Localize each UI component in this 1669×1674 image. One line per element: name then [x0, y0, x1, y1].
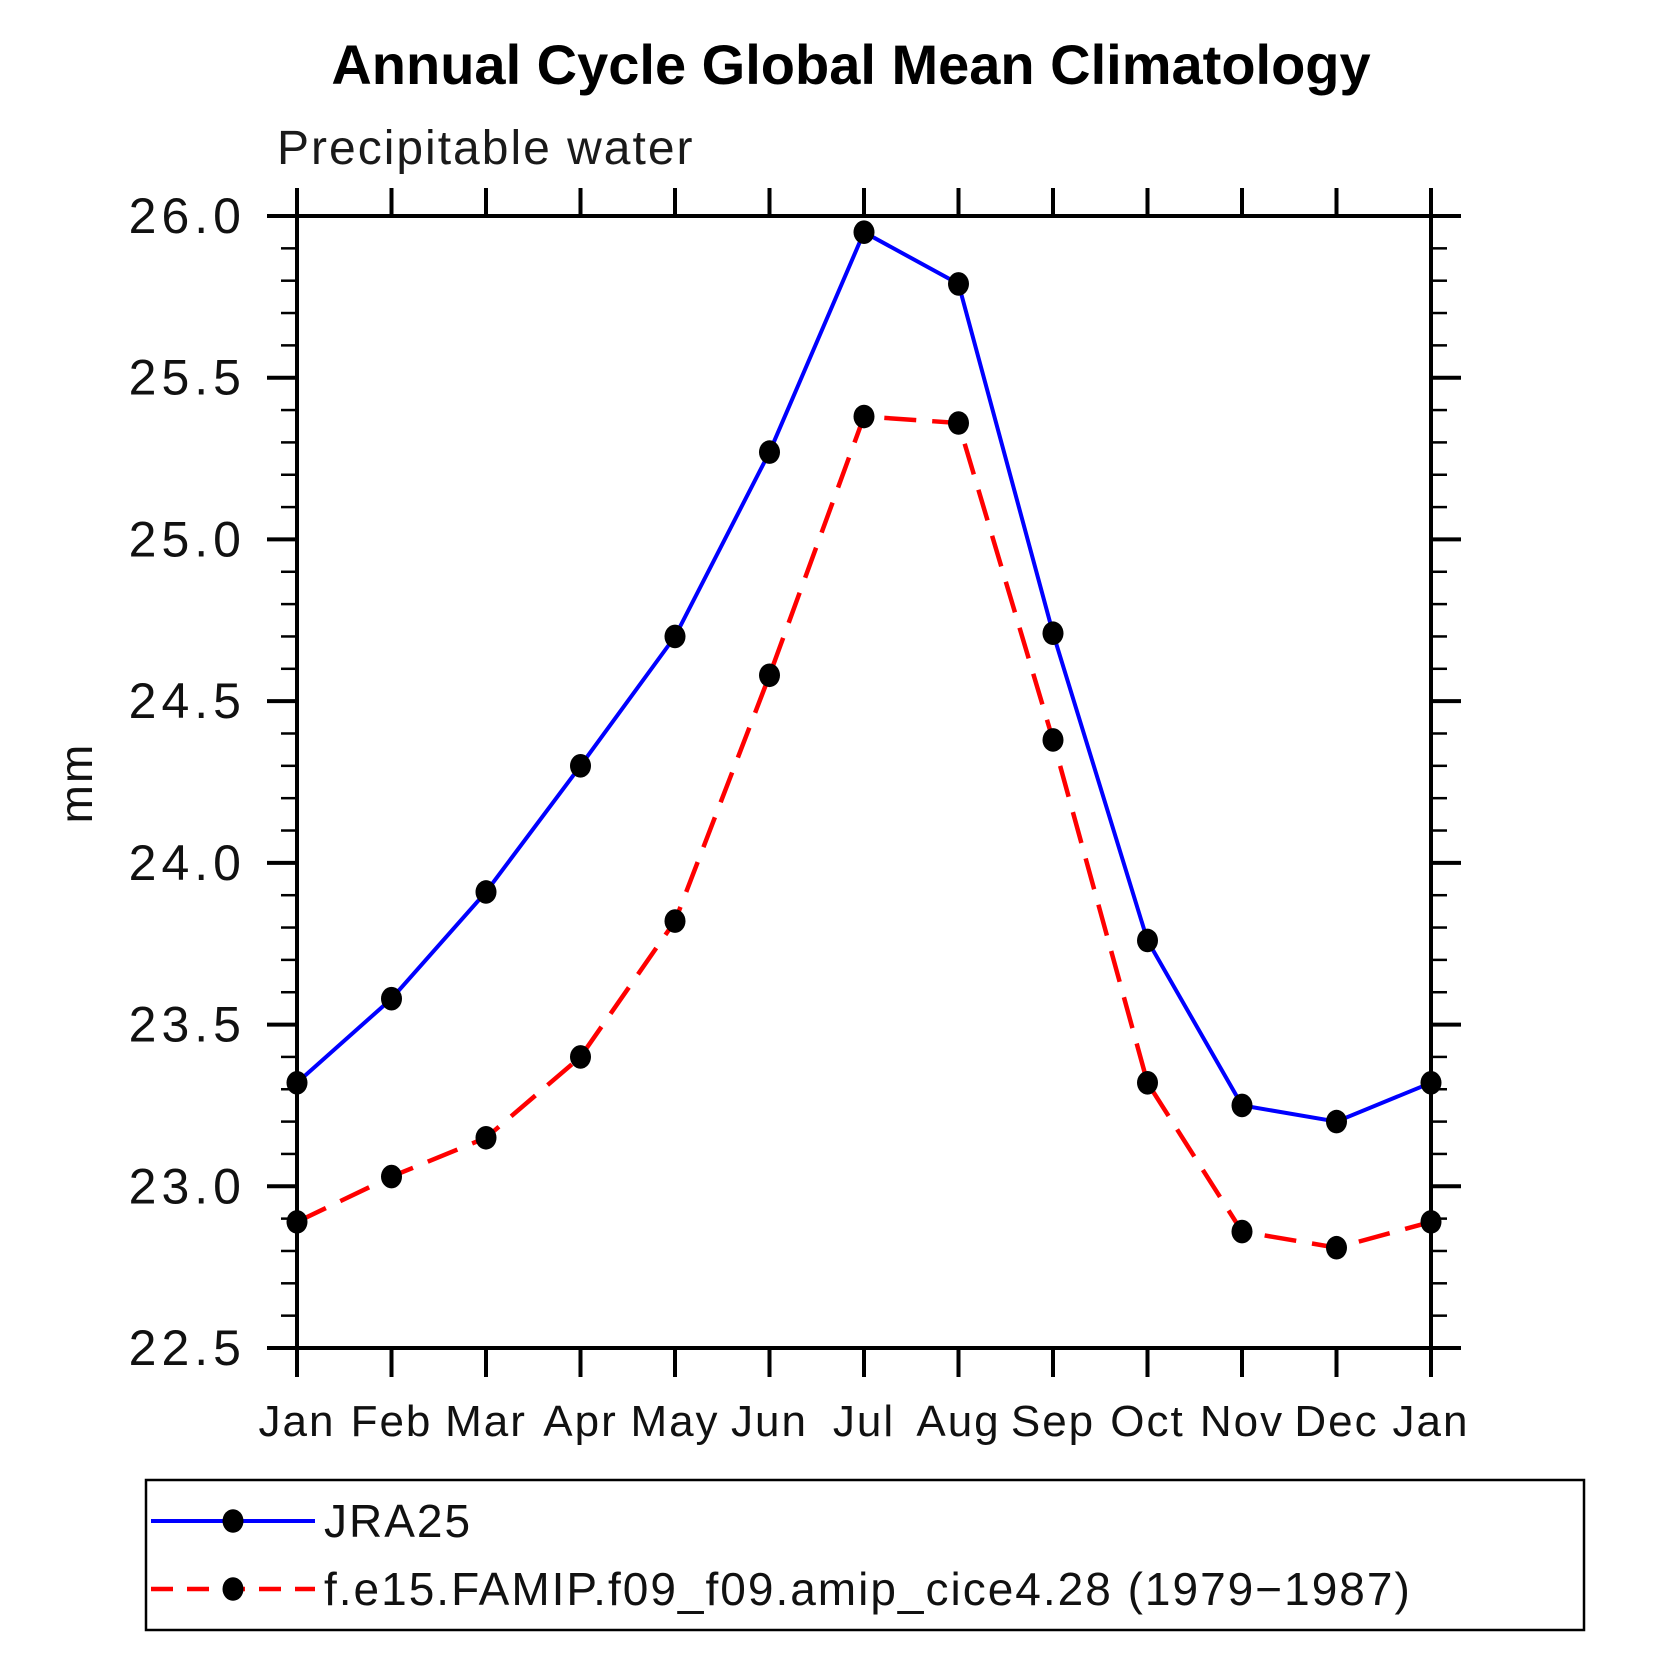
data-point-jra25 [1326, 1109, 1347, 1134]
chart-subtitle: Precipitable water [277, 122, 695, 175]
legend-samples [151, 1509, 315, 1601]
series-line-famip [296, 414, 1432, 1251]
y-tick-label: 25.0 [129, 511, 246, 567]
data-point-jra25 [1042, 621, 1064, 646]
chart-title: Annual Cycle Global Mean Climatology [331, 33, 1370, 96]
axis-ticks [267, 188, 1461, 1377]
data-point-jra25 [381, 986, 402, 1011]
x-tick-label: Jul [833, 1397, 895, 1446]
legend-sample-marker-famip [222, 1577, 244, 1601]
x-tick-label: Dec [1294, 1397, 1378, 1446]
data-point-jra25 [475, 880, 497, 904]
legend-label-famip: f.e15.FAMIP.f09_f09.amip_cice4.28 (1979−… [324, 1563, 1412, 1615]
data-point-jra25 [664, 624, 686, 649]
data-point-famip [664, 909, 686, 933]
series-layer [286, 220, 1442, 1260]
data-point-jra25 [286, 1070, 308, 1095]
legend: JRA25 f.e15.FAMIP.f09_f09.amip_cice4.28 … [144, 1478, 1586, 1632]
data-point-famip [1042, 728, 1064, 752]
data-point-jra25 [570, 754, 591, 778]
y-tick-label: 24.0 [129, 835, 246, 891]
data-point-famip [570, 1045, 591, 1069]
data-point-famip [1420, 1210, 1442, 1234]
data-point-jra25 [1420, 1070, 1442, 1095]
x-tick-label: Oct [1110, 1397, 1184, 1446]
data-point-famip [381, 1164, 402, 1189]
x-tick-label: Jan [259, 1397, 336, 1446]
data-point-jra25 [853, 220, 875, 244]
data-point-jra25 [759, 440, 780, 464]
x-tick-label: May [630, 1397, 719, 1446]
series-line-jra25 [295, 229, 1432, 1124]
x-tick-label: Jan [1393, 1397, 1470, 1446]
x-tick-label: Sep [1011, 1397, 1095, 1446]
y-axis-label: mm [50, 743, 102, 824]
y-tick-label: 23.0 [129, 1158, 246, 1214]
data-point-famip [1231, 1219, 1253, 1244]
data-point-famip [286, 1210, 308, 1234]
legend-sample-marker-jra25 [222, 1509, 244, 1533]
x-tick-label: Aug [916, 1397, 1000, 1446]
y-tick-label: 22.5 [129, 1320, 246, 1376]
data-point-famip [853, 404, 875, 429]
x-tick-label: Jun [731, 1397, 808, 1446]
legend-label-jra25: JRA25 [324, 1495, 472, 1547]
x-tick-label: Nov [1200, 1397, 1284, 1446]
data-point-famip [1326, 1235, 1347, 1260]
data-point-famip [759, 663, 780, 688]
data-point-jra25 [1137, 928, 1158, 953]
x-tick-label: Apr [543, 1397, 617, 1446]
x-tick-label: Mar [445, 1397, 527, 1446]
data-point-jra25 [948, 272, 969, 296]
y-tick-label: 24.5 [129, 673, 246, 729]
data-point-famip [1137, 1070, 1158, 1095]
data-point-famip [475, 1125, 497, 1150]
y-tick-label: 26.0 [129, 188, 246, 244]
x-tick-label: Feb [351, 1397, 433, 1446]
plot-box [295, 214, 1433, 1350]
data-point-famip [948, 411, 969, 435]
data-point-jra25 [1231, 1093, 1253, 1118]
y-tick-label: 23.5 [129, 997, 246, 1053]
y-tick-label: 25.5 [129, 350, 246, 406]
legend-box [144, 1478, 1586, 1632]
